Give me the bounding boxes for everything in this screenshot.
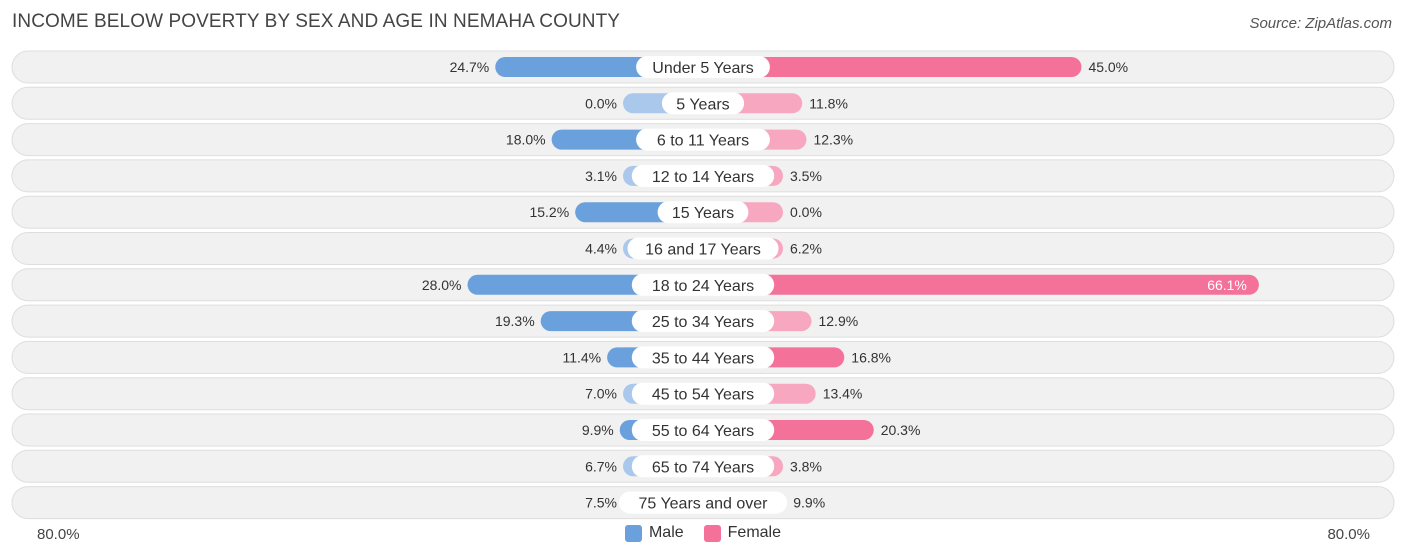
category-pill <box>636 128 770 151</box>
male-value-label: 18.0% <box>506 132 546 148</box>
category-pill <box>631 273 775 296</box>
male-value-label: 4.4% <box>585 241 617 257</box>
category-pill <box>631 382 775 405</box>
male-value-label: 7.0% <box>585 386 617 402</box>
category-pill <box>657 201 749 224</box>
female-value-label: 6.2% <box>790 241 822 257</box>
category-pill <box>636 56 770 78</box>
female-value-label: 13.4% <box>823 386 863 402</box>
category-label: 25 to 34 Years <box>652 314 754 331</box>
male-value-label: 24.7% <box>450 59 490 75</box>
legend-swatch-male <box>624 524 642 542</box>
legend: Male Female <box>0 524 1406 542</box>
category-label: 16 and 17 Years <box>645 242 761 259</box>
female-value-label: 20.3% <box>881 422 921 438</box>
legend-label-female: Female <box>727 524 782 541</box>
female-value-label: 16.8% <box>851 349 891 365</box>
category-pill <box>631 346 775 369</box>
category-pill <box>631 419 775 441</box>
category-label: 45 to 54 Years <box>652 387 754 404</box>
female-value-label: 12.9% <box>818 313 858 329</box>
category-pill <box>618 491 788 514</box>
male-value-label: 9.9% <box>582 422 614 438</box>
axis-left-label: 80.0% <box>37 526 80 543</box>
female-value-label: 66.1% <box>1207 277 1247 293</box>
female-bar <box>703 274 1259 295</box>
category-label: 35 to 44 Years <box>652 350 754 367</box>
female-value-label: 3.8% <box>790 458 822 474</box>
category-label: 12 to 14 Years <box>652 169 754 186</box>
chart-title: INCOME BELOW POVERTY BY SEX AND AGE IN N… <box>12 11 621 32</box>
category-label: 6 to 11 Years <box>657 133 749 150</box>
male-value-label: 28.0% <box>422 277 462 293</box>
male-value-label: 0.0% <box>585 95 617 111</box>
male-value-label: 6.7% <box>585 458 617 474</box>
female-value-label: 9.9% <box>793 495 825 511</box>
category-pill <box>627 237 779 260</box>
female-value-label: 12.3% <box>813 132 853 148</box>
female-value-label: 0.0% <box>790 204 822 220</box>
female-value-label: 11.8% <box>809 95 848 111</box>
male-value-label: 19.3% <box>495 313 535 329</box>
male-value-label: 3.1% <box>585 168 617 184</box>
diverging-bar-chart: 24.7% 45.0% Under 5 Years 0.0% 11.8% 5 Years 1… <box>11 50 1395 520</box>
category-pill <box>631 310 775 333</box>
male-value-label: 15.2% <box>529 204 569 220</box>
legend-item-female: Female <box>703 524 782 542</box>
male-value-label: 7.5% <box>585 495 617 511</box>
legend-item-male: Male <box>624 524 684 542</box>
source-label: Source: ZipAtlas.com <box>1249 15 1392 32</box>
category-label: 15 Years <box>672 205 734 222</box>
category-label: 65 to 74 Years <box>652 459 754 476</box>
female-bar <box>703 57 1082 77</box>
category-label: Under 5 Years <box>652 60 753 77</box>
category-pill <box>661 92 745 115</box>
category-pill <box>631 164 775 187</box>
axis-right-label: 80.0% <box>1327 526 1370 543</box>
category-pill <box>631 455 775 478</box>
female-value-label: 3.5% <box>790 168 822 184</box>
legend-label-male: Male <box>648 524 684 541</box>
category-label: 55 to 64 Years <box>652 423 754 440</box>
male-value-label: 11.4% <box>562 349 601 365</box>
female-value-label: 45.0% <box>1088 59 1128 75</box>
category-label: 75 Years and over <box>639 496 769 513</box>
category-label: 18 to 24 Years <box>652 278 754 295</box>
legend-swatch-female <box>703 524 721 542</box>
category-label: 5 Years <box>676 96 729 113</box>
